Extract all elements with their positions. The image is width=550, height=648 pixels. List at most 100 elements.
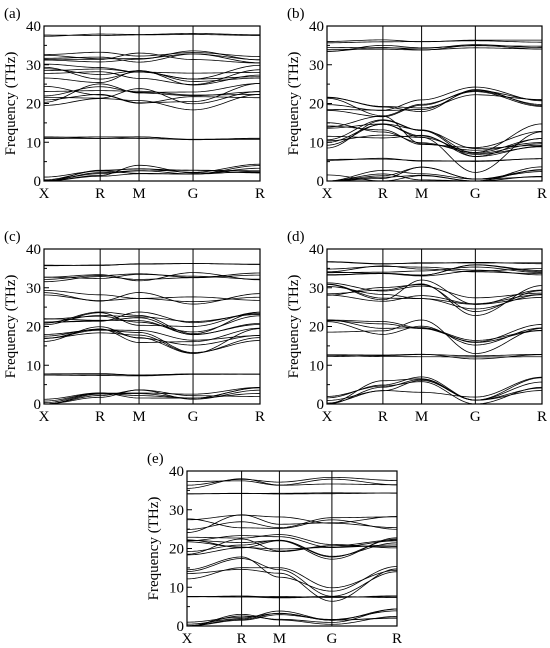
band-line bbox=[43, 53, 261, 63]
band-line bbox=[43, 94, 261, 111]
y-tick-label: 0 bbox=[317, 174, 325, 190]
band-line bbox=[186, 516, 397, 530]
panel-label: (c) bbox=[4, 229, 21, 245]
x-tick-label: M bbox=[132, 409, 145, 425]
band-line bbox=[43, 169, 261, 181]
band-line bbox=[43, 327, 261, 343]
panel-d: 0 10 20 30 40 X R M G R Frequency (THz) (d) bbox=[286, 229, 547, 425]
panel-label: (b) bbox=[287, 6, 305, 22]
band-line bbox=[43, 33, 260, 37]
band-line bbox=[43, 83, 261, 104]
x-tick-label: X bbox=[182, 631, 193, 647]
band-line bbox=[326, 282, 543, 299]
band-line bbox=[186, 514, 398, 533]
band-line bbox=[326, 381, 543, 405]
x-tick-label: G bbox=[470, 186, 481, 202]
band-line bbox=[327, 266, 543, 274]
y-tick-label: 40 bbox=[26, 242, 41, 258]
band-line bbox=[326, 377, 543, 401]
y-tick-label: 40 bbox=[169, 464, 184, 480]
y-tick-label: 0 bbox=[34, 397, 42, 413]
band-line bbox=[43, 289, 261, 301]
band-line bbox=[186, 612, 397, 626]
band-line bbox=[43, 387, 261, 402]
band-line bbox=[326, 39, 542, 43]
band-line bbox=[326, 90, 543, 118]
band-line bbox=[186, 518, 398, 530]
band-line bbox=[43, 311, 261, 327]
panel-a: 0 10 20 30 40 X R M G R Frequency (THz) (a) bbox=[3, 6, 265, 202]
band-line bbox=[43, 274, 261, 283]
y-tick-label: 30 bbox=[309, 58, 324, 74]
band-line bbox=[326, 123, 543, 173]
y-tick-label: 40 bbox=[309, 242, 324, 258]
phonon-bands bbox=[43, 33, 261, 182]
band-line bbox=[44, 52, 261, 64]
y-tick-label: 30 bbox=[26, 281, 41, 297]
band-line bbox=[326, 294, 543, 305]
y-tick-label: 30 bbox=[26, 58, 41, 74]
x-tick-label: R bbox=[392, 631, 402, 647]
y-tick-label: 30 bbox=[169, 503, 184, 519]
panel-label: (e) bbox=[147, 451, 164, 467]
band-line bbox=[187, 492, 397, 495]
band-line bbox=[186, 556, 398, 592]
x-tick-label: R bbox=[537, 186, 547, 202]
band-line bbox=[186, 539, 398, 557]
band-line bbox=[326, 319, 543, 354]
panel-c: 0 10 20 30 40 X R M G R Frequency (THz) (c) bbox=[3, 229, 265, 425]
y-tick-label: 40 bbox=[309, 19, 324, 35]
x-tick-label: R bbox=[378, 186, 388, 202]
y-tick-label: 0 bbox=[317, 397, 325, 413]
band-line bbox=[326, 94, 543, 109]
x-tick-label: X bbox=[39, 409, 50, 425]
x-tick-label: G bbox=[326, 631, 337, 647]
band-line bbox=[43, 164, 261, 182]
y-tick-label: 10 bbox=[309, 135, 324, 151]
band-line bbox=[43, 136, 260, 140]
band-line bbox=[43, 51, 261, 57]
band-line bbox=[43, 373, 260, 377]
band-line bbox=[43, 314, 261, 323]
x-tick-label: R bbox=[95, 409, 105, 425]
y-axis-label: Frequency (THz) bbox=[286, 52, 302, 156]
plot-frame bbox=[43, 248, 261, 405]
x-tick-label: X bbox=[322, 409, 333, 425]
band-line bbox=[186, 538, 398, 555]
band-line bbox=[326, 134, 543, 157]
y-tick-label: 20 bbox=[309, 97, 324, 113]
band-line bbox=[43, 329, 261, 341]
band-line bbox=[326, 284, 543, 312]
phonon-bands bbox=[186, 476, 398, 627]
band-line bbox=[186, 558, 398, 597]
band-line bbox=[43, 69, 261, 85]
band-line bbox=[187, 595, 398, 598]
band-line bbox=[44, 263, 260, 267]
band-line bbox=[186, 613, 398, 627]
y-tick-label: 20 bbox=[26, 97, 41, 113]
y-axis-label: Frequency (THz) bbox=[146, 497, 162, 601]
band-line bbox=[43, 332, 261, 354]
band-line bbox=[326, 166, 543, 182]
band-line bbox=[326, 44, 542, 52]
band-line bbox=[326, 91, 543, 117]
band-line bbox=[326, 320, 543, 343]
x-tick-label: G bbox=[188, 186, 199, 202]
band-line bbox=[43, 389, 260, 405]
band-line bbox=[326, 378, 543, 405]
band-line bbox=[326, 268, 543, 277]
band-line bbox=[43, 163, 261, 181]
band-line bbox=[186, 514, 398, 529]
band-line bbox=[186, 568, 398, 602]
y-tick-label: 10 bbox=[26, 358, 41, 374]
band-line bbox=[43, 50, 261, 63]
x-tick-label: R bbox=[237, 631, 247, 647]
band-line bbox=[326, 265, 543, 275]
band-line bbox=[43, 136, 260, 140]
band-line bbox=[44, 88, 261, 105]
y-tick-label: 10 bbox=[26, 135, 41, 151]
y-tick-label: 0 bbox=[34, 174, 42, 190]
band-line bbox=[43, 34, 260, 36]
band-line bbox=[326, 319, 543, 343]
band-line bbox=[326, 353, 543, 358]
